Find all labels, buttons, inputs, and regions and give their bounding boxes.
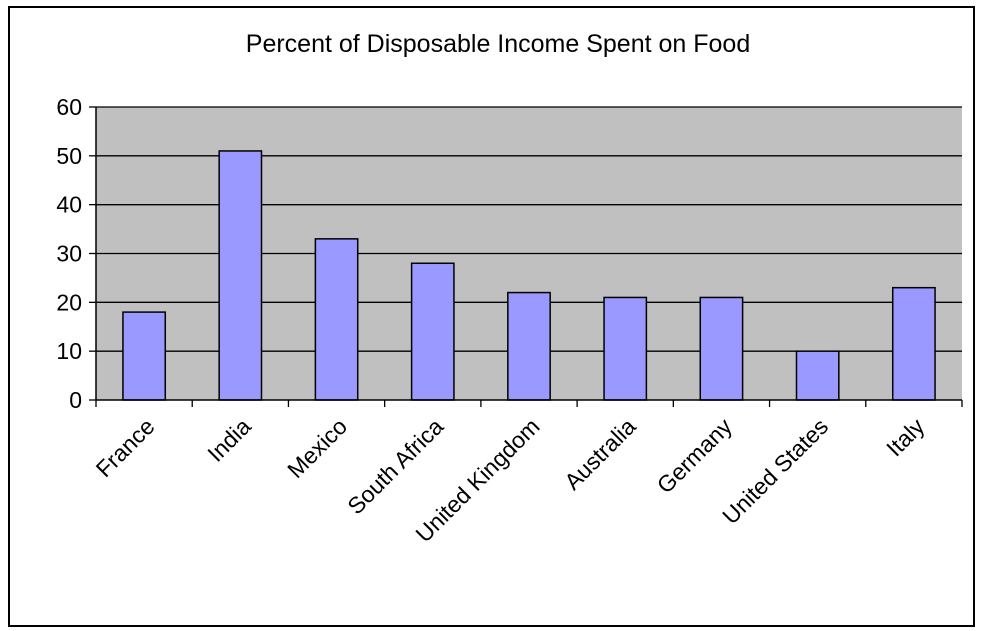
x-category-label: Mexico <box>282 413 352 483</box>
chart-title: Percent of Disposable Income Spent on Fo… <box>246 30 750 58</box>
y-tick-label: 10 <box>56 338 82 364</box>
bar-mexico <box>314 238 359 401</box>
x-category-label: Australia <box>559 413 641 495</box>
y-tick-label: 60 <box>56 94 82 120</box>
bar-united-states <box>795 350 840 401</box>
bar-australia <box>603 296 648 401</box>
axes <box>89 106 963 407</box>
x-category-label: Germany <box>652 413 738 499</box>
x-category-label: South Africa <box>342 413 448 519</box>
bar-italy <box>891 286 936 401</box>
x-category-label: Italy <box>881 413 930 462</box>
y-tick-label: 40 <box>56 192 82 218</box>
y-tick-label: 30 <box>56 241 82 267</box>
bar-france <box>122 311 167 401</box>
bars <box>122 150 936 401</box>
bar-india <box>218 150 263 401</box>
y-tick-label: 0 <box>69 387 82 413</box>
bar-united-kingdom <box>507 291 551 401</box>
y-tick-label: 20 <box>56 289 82 315</box>
bar-south-africa <box>410 262 455 401</box>
bar-germany <box>699 296 744 401</box>
y-tick-label: 50 <box>56 143 82 169</box>
x-category-label: France <box>91 413 160 482</box>
x-category-label: India <box>202 413 256 467</box>
